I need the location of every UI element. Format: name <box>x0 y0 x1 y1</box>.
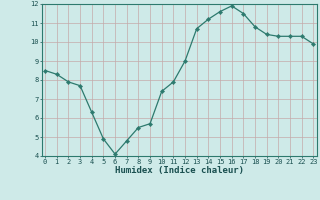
X-axis label: Humidex (Indice chaleur): Humidex (Indice chaleur) <box>115 166 244 175</box>
